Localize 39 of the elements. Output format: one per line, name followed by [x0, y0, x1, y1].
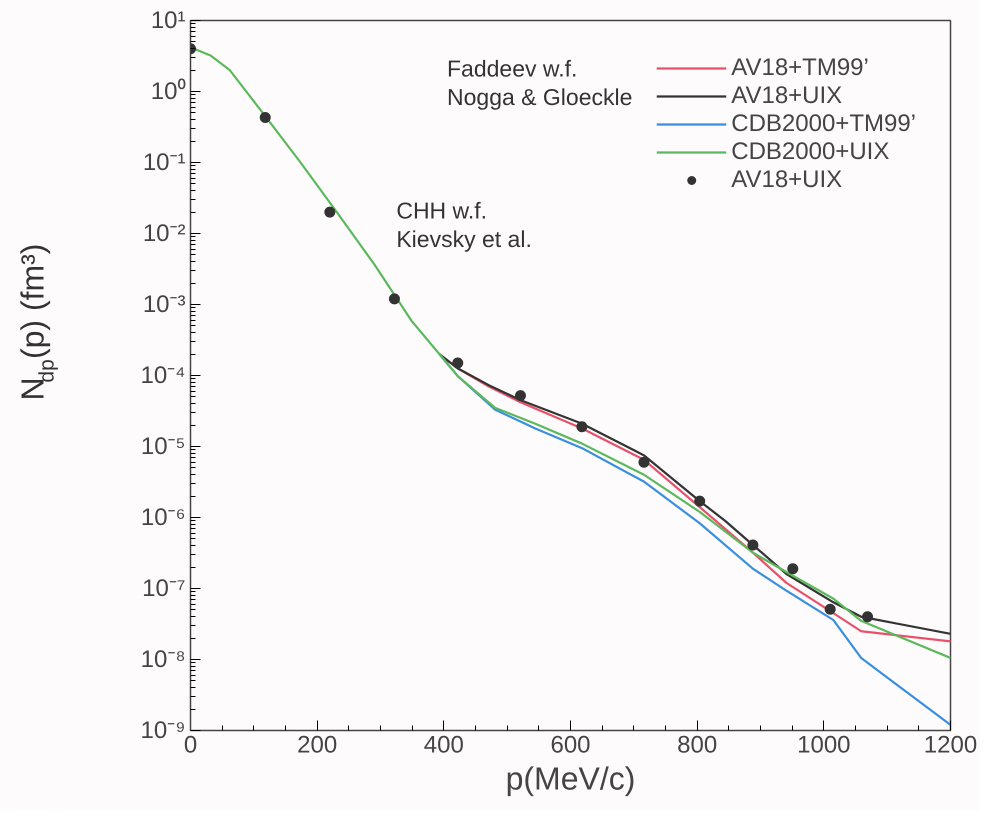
x-tick-label: 1200 [924, 732, 978, 758]
point [862, 611, 874, 622]
y-tick-label: 10⁻⁴ [140, 362, 186, 389]
point [824, 604, 836, 615]
point [694, 496, 706, 507]
y-tick-label: 10⁻⁸ [140, 646, 186, 673]
y-tick-label: 10⁻⁷ [142, 575, 186, 602]
x-tick-label: 1000 [797, 732, 851, 758]
y-tick-label: 10⁻¹ [142, 149, 186, 176]
y-tick-label: 10⁻⁵ [140, 433, 186, 460]
point [514, 390, 526, 402]
point [787, 563, 798, 574]
point [638, 456, 650, 468]
x-tick-label: 200 [297, 732, 338, 758]
y-axis-title: Ndp(p) (fm³) [14, 244, 58, 400]
y-tick-label: 10⁻⁶ [140, 504, 186, 531]
y-tick-label: 10¹ [150, 7, 186, 34]
point [576, 421, 588, 432]
legend-label: AV18+UIX [731, 82, 842, 110]
y-tick-label: 10⁰ [150, 78, 186, 105]
point [747, 540, 758, 550]
x-axis-title: p(MeV/c) [506, 760, 636, 796]
point [452, 358, 464, 368]
legend-label: CDB2000+UIX [731, 138, 890, 166]
point [324, 206, 336, 218]
y-tick-label: 10⁻⁹ [140, 717, 186, 744]
legend-label: AV18+UIX [731, 166, 842, 194]
legend-label: CDB2000+TM99’ [731, 110, 916, 138]
y-tick-label: 10⁻² [142, 220, 186, 247]
point [260, 112, 271, 124]
annotation: CHH w.f. Kievsky et al. [396, 197, 532, 252]
annotation: Faddeev w.f. Nogga & Gloeckle [447, 55, 632, 110]
point [388, 293, 400, 304]
y-tick-label: 10⁻³ [142, 291, 186, 318]
x-tick-label: 0 [184, 732, 198, 758]
legend-label: AV18+TM99’ [731, 54, 869, 82]
x-tick-label: 400 [424, 732, 464, 758]
x-tick-label: 800 [677, 732, 718, 758]
x-tick-label: 600 [550, 732, 591, 758]
